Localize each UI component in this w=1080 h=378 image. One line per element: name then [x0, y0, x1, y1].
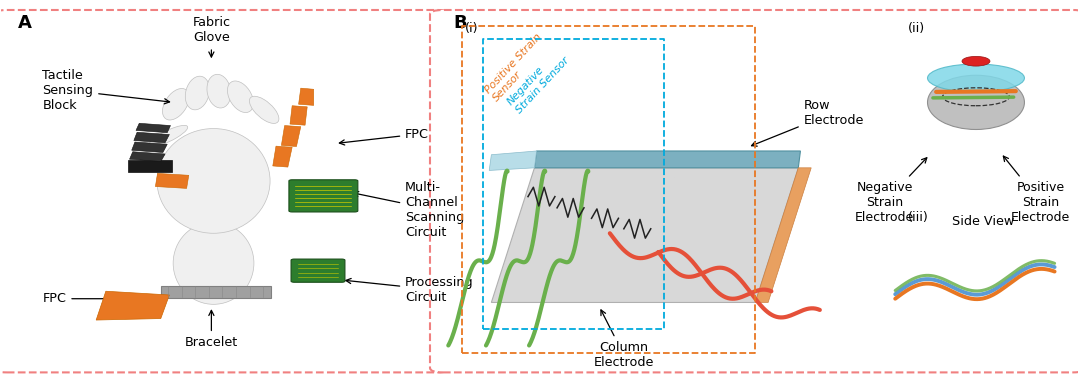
Text: (iii): (iii) [908, 211, 929, 224]
Ellipse shape [162, 88, 189, 120]
Ellipse shape [149, 125, 188, 147]
Ellipse shape [249, 96, 279, 124]
Text: Negative
Strain
Electrode: Negative Strain Electrode [854, 158, 927, 224]
Ellipse shape [928, 75, 1025, 130]
Text: Multi-
Channel
Scanning
Circuit: Multi- Channel Scanning Circuit [353, 181, 464, 239]
Ellipse shape [207, 74, 231, 108]
Text: FPC: FPC [42, 292, 124, 305]
Polygon shape [291, 106, 307, 125]
Polygon shape [489, 151, 537, 170]
Text: Negative
Strain Sensor: Negative Strain Sensor [505, 47, 571, 115]
Text: (i): (i) [464, 22, 478, 35]
Polygon shape [134, 132, 170, 143]
Text: Processing
Circuit: Processing Circuit [346, 276, 474, 304]
Text: Side View: Side View [953, 215, 1014, 228]
Ellipse shape [186, 76, 210, 110]
FancyBboxPatch shape [430, 10, 1080, 372]
Polygon shape [535, 151, 800, 168]
Polygon shape [96, 291, 170, 320]
Ellipse shape [157, 129, 270, 233]
Ellipse shape [173, 222, 254, 304]
Polygon shape [130, 152, 165, 161]
Polygon shape [282, 125, 300, 147]
FancyBboxPatch shape [292, 259, 345, 282]
Polygon shape [132, 142, 167, 152]
Text: A: A [17, 14, 31, 33]
Polygon shape [161, 286, 271, 297]
Text: Positive
Strain
Electrode: Positive Strain Electrode [1003, 156, 1070, 224]
Polygon shape [136, 123, 171, 133]
Polygon shape [491, 168, 798, 302]
Text: Fabric
Glove: Fabric Glove [192, 16, 230, 57]
Circle shape [962, 56, 990, 66]
Polygon shape [298, 88, 313, 105]
Text: Positive Strain
Sensor: Positive Strain Sensor [483, 31, 552, 103]
Polygon shape [156, 174, 189, 188]
Polygon shape [755, 168, 811, 302]
Text: Bracelet: Bracelet [185, 310, 238, 349]
Text: (ii): (ii) [908, 22, 926, 35]
Text: Tactile
Sensing
Block: Tactile Sensing Block [42, 69, 170, 112]
Text: Column
Electrode: Column Electrode [594, 310, 654, 369]
Text: FPC: FPC [339, 128, 429, 145]
Polygon shape [129, 160, 172, 172]
Ellipse shape [228, 81, 254, 113]
Text: Row
Electrode: Row Electrode [752, 99, 864, 146]
Ellipse shape [928, 64, 1025, 92]
Text: B: B [454, 14, 468, 33]
FancyBboxPatch shape [289, 180, 357, 212]
Polygon shape [273, 146, 293, 167]
FancyBboxPatch shape [0, 10, 450, 372]
